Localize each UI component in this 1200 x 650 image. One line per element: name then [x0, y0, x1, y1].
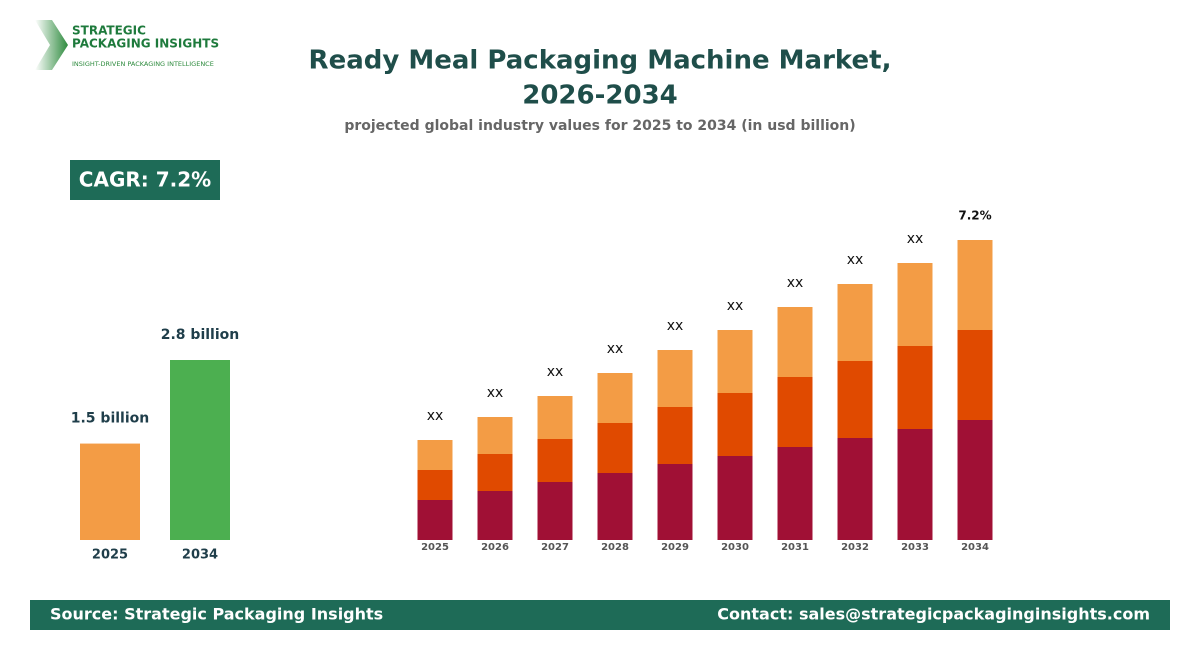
logo-tagline: INSIGHT-DRIVEN PACKAGING INTELLIGENCE	[72, 60, 214, 68]
bar-segment	[837, 284, 873, 361]
bar-segment	[597, 473, 633, 540]
footer-band	[30, 600, 1170, 630]
bar-top-label: 7.2%	[958, 209, 991, 223]
bar-segment	[957, 240, 993, 330]
title: Ready Meal Packaging Machine Market,	[309, 46, 892, 76]
x-tick-label: 2032	[841, 542, 869, 553]
bar-segment	[597, 373, 633, 423]
bar-segment	[717, 456, 753, 540]
bar-segment	[897, 263, 933, 346]
bar-segment	[957, 420, 993, 540]
bar-segment	[537, 482, 573, 540]
bar-segment	[837, 438, 873, 540]
bar-segment	[597, 423, 633, 473]
bar-top-label: xx	[667, 318, 684, 334]
bar-segment	[417, 440, 453, 470]
bar	[80, 443, 140, 540]
bar-segment	[537, 396, 573, 439]
x-tick-label: 2028	[601, 542, 629, 553]
bar-segment	[777, 307, 813, 377]
footer-contact: Contact: sales@strategicpackaginginsight…	[717, 605, 1150, 624]
x-tick-label: 2033	[901, 542, 929, 553]
footer-source: Source: Strategic Packaging Insights	[50, 605, 383, 624]
title: 2026-2034	[522, 81, 678, 111]
bar-top-label: xx	[607, 341, 624, 357]
x-tick-label: 2027	[541, 542, 569, 553]
bar-segment	[657, 407, 693, 464]
bar-segment	[417, 500, 453, 540]
cagr-box	[70, 160, 220, 200]
bar-top-label: xx	[727, 298, 744, 314]
bar-segment	[717, 393, 753, 456]
value-label: 1.5 billion	[71, 411, 149, 427]
x-tick-label: 2025	[92, 548, 128, 563]
bar-top-label: xx	[487, 385, 504, 401]
bar-segment	[837, 361, 873, 438]
x-tick-label: 2029	[661, 542, 689, 553]
bar-segment	[417, 470, 453, 500]
bar-top-label: xx	[847, 252, 864, 268]
bar-segment	[657, 350, 693, 407]
bar	[170, 360, 230, 540]
logo-mark	[35, 20, 68, 70]
bar-segment	[477, 417, 513, 454]
cagr: CAGR: 7.2%	[79, 168, 211, 192]
bar-segment	[777, 447, 813, 540]
subtitle: projected global industry values for 202…	[344, 118, 855, 134]
bar-top-label: xx	[427, 408, 444, 424]
bar-top-label: xx	[907, 231, 924, 247]
bar-segment	[657, 464, 693, 540]
bar-segment	[717, 330, 753, 393]
bar-segment	[957, 330, 993, 420]
x-tick-label: 2026	[481, 542, 509, 553]
bar-top-label: xx	[547, 364, 564, 380]
bar-segment	[477, 491, 513, 540]
x-tick-label: 2034	[961, 542, 989, 553]
bar-top-label: xx	[787, 275, 804, 291]
bar-segment	[537, 439, 573, 482]
logo-text: PACKAGING INSIGHTS	[72, 37, 219, 51]
x-tick-label: 2030	[721, 542, 749, 553]
x-tick-label: 2031	[781, 542, 809, 553]
logo-text: STRATEGIC	[72, 24, 146, 38]
bar-segment	[477, 454, 513, 491]
x-tick-label: 2025	[421, 542, 449, 553]
bar-segment	[897, 429, 933, 540]
bar-segment	[897, 346, 933, 429]
x-tick-label: 2034	[182, 548, 218, 563]
value-label: 2.8 billion	[161, 327, 239, 343]
bar-segment	[777, 377, 813, 447]
